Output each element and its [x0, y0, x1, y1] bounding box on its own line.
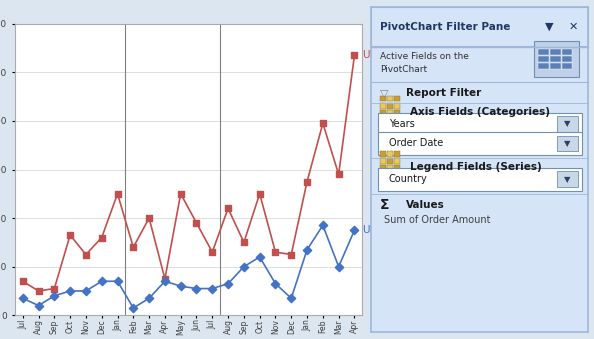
Point [192, 286, 201, 291]
Bar [557, 136, 579, 151]
Point [144, 296, 154, 301]
Text: ▼: ▼ [564, 119, 571, 128]
Text: Country: Country [388, 174, 427, 184]
Bar [387, 110, 393, 116]
Text: Order Date: Order Date [388, 138, 443, 148]
Text: Values: Values [406, 200, 445, 210]
Point [286, 252, 296, 257]
Bar [538, 49, 549, 55]
Point [113, 191, 122, 197]
Point [302, 179, 312, 184]
Point [65, 233, 75, 238]
Bar [380, 110, 386, 116]
Bar [394, 158, 400, 164]
Bar [380, 158, 386, 164]
Point [97, 235, 106, 240]
Point [350, 53, 359, 58]
Bar [394, 110, 400, 116]
Point [318, 223, 328, 228]
Point [192, 220, 201, 226]
Text: Report Filter: Report Filter [406, 88, 481, 98]
Bar [550, 56, 561, 62]
Bar [380, 96, 386, 101]
Text: Sum of Order Amount: Sum of Order Amount [384, 215, 491, 225]
Point [49, 286, 59, 291]
Text: Σ: Σ [380, 198, 390, 212]
FancyBboxPatch shape [378, 132, 582, 155]
Bar [387, 103, 393, 108]
Point [176, 191, 185, 197]
Bar [562, 56, 573, 62]
Bar [557, 172, 579, 187]
Bar [394, 103, 400, 108]
Bar [387, 158, 393, 164]
Point [255, 254, 264, 260]
Point [239, 264, 249, 270]
Text: ▽: ▽ [380, 88, 388, 98]
Point [286, 296, 296, 301]
Bar [394, 165, 400, 171]
Point [97, 279, 106, 284]
Point [144, 215, 154, 221]
Bar [371, 7, 588, 46]
Point [176, 283, 185, 289]
Point [81, 252, 91, 257]
Bar [562, 63, 573, 69]
Point [160, 279, 170, 284]
Text: Active Fields on the
PivotChart: Active Fields on the PivotChart [380, 52, 469, 74]
Point [160, 276, 170, 281]
Text: PivotChart Filter Pane: PivotChart Filter Pane [380, 22, 510, 32]
Bar [387, 165, 393, 171]
Point [207, 250, 217, 255]
FancyBboxPatch shape [378, 113, 582, 135]
Text: ✕: ✕ [568, 22, 578, 32]
FancyBboxPatch shape [378, 168, 582, 191]
Point [271, 250, 280, 255]
Text: ▼: ▼ [564, 175, 571, 184]
Point [223, 281, 233, 286]
Bar [394, 96, 400, 101]
Text: USA: USA [362, 50, 384, 60]
Point [128, 305, 138, 311]
Point [18, 296, 27, 301]
Bar [394, 151, 400, 157]
Bar [380, 165, 386, 171]
Point [334, 264, 343, 270]
Bar [387, 151, 393, 157]
Bar [550, 63, 561, 69]
Bar [380, 151, 386, 157]
Text: UK: UK [362, 225, 377, 235]
Point [255, 191, 264, 197]
Text: Legend Fields (Series): Legend Fields (Series) [410, 162, 542, 172]
Point [207, 286, 217, 291]
Point [239, 240, 249, 245]
Point [223, 206, 233, 211]
Text: ▼: ▼ [545, 22, 553, 32]
Point [271, 281, 280, 286]
Point [81, 288, 91, 294]
Bar [550, 49, 561, 55]
Point [49, 293, 59, 299]
Point [65, 288, 75, 294]
Point [113, 279, 122, 284]
Text: Years: Years [388, 119, 415, 129]
Bar [562, 49, 573, 55]
FancyBboxPatch shape [534, 41, 579, 77]
Point [34, 288, 43, 294]
Bar [557, 116, 579, 132]
Point [34, 303, 43, 308]
Point [318, 121, 328, 126]
Bar [538, 56, 549, 62]
Point [350, 227, 359, 233]
Point [18, 279, 27, 284]
Point [128, 244, 138, 250]
Bar [387, 96, 393, 101]
Point [334, 172, 343, 177]
Text: Axis Fields (Categories): Axis Fields (Categories) [410, 106, 550, 117]
Text: ▼: ▼ [564, 139, 571, 148]
Point [302, 247, 312, 252]
Bar [380, 103, 386, 108]
Bar [538, 63, 549, 69]
